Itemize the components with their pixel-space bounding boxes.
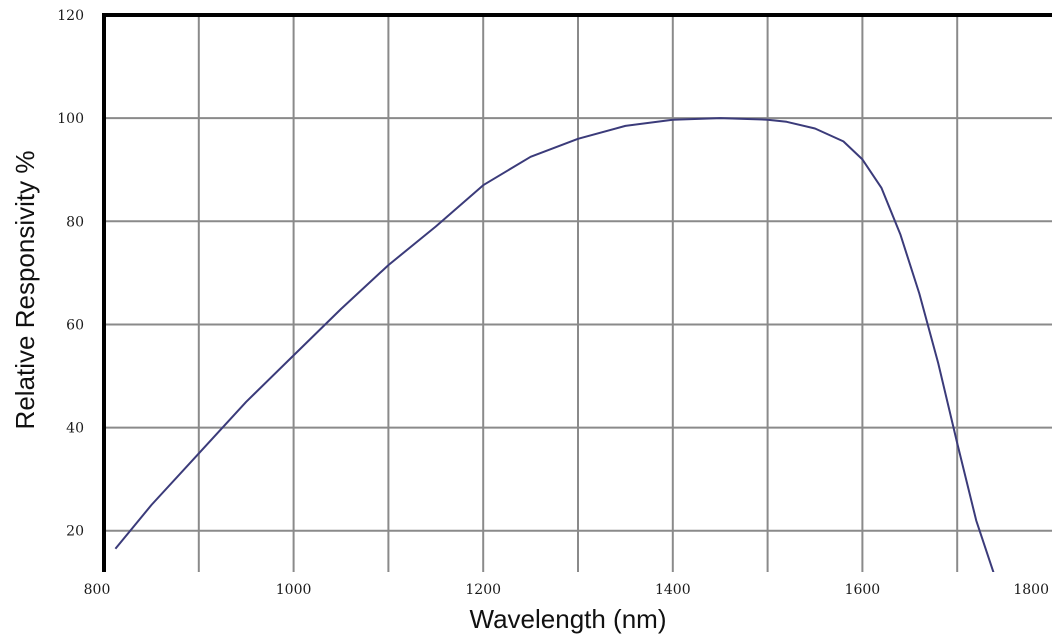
x-tick-label-800: 800 [84,582,111,598]
plot-frame [102,13,1052,572]
x-tick-label-1800: 1800 [1013,582,1049,598]
grid-lines [104,15,1052,572]
x-tick-label-1000: 1000 [276,582,312,598]
x-tick-label-1200: 1200 [465,582,501,598]
y-tick-labels: 20 40 60 80 100 120 [57,8,84,540]
x-tick-label-1600: 1600 [845,582,881,598]
y-tick-label-120: 120 [57,8,84,24]
y-axis-title: Relative Responsivity % [10,151,40,430]
series-line-1 [114,117,995,572]
x-axis-title: Wavelength (nm) [470,604,667,634]
x-tick-labels: 800 1000 1200 1400 1600 1800 [84,582,1049,598]
series-layer [114,117,995,572]
y-tick-label-20: 20 [66,524,84,540]
y-tick-label-40: 40 [66,421,84,437]
y-tick-label-60: 60 [66,317,84,333]
y-tick-label-80: 80 [66,214,84,230]
x-tick-label-1400: 1400 [655,582,691,598]
y-tick-label-100: 100 [57,111,84,127]
